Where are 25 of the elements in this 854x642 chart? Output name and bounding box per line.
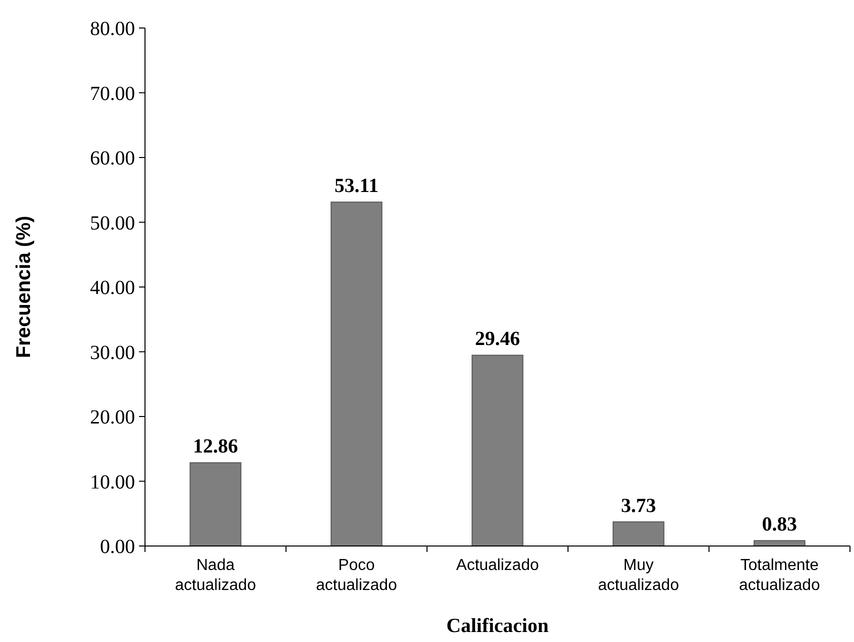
y-axis-title: Frecuencia (%): [13, 216, 35, 358]
x-tick-label: Actualizado: [456, 557, 539, 574]
y-tick-label: 70.00: [90, 82, 135, 105]
bar: [190, 462, 242, 546]
y-tick-label: 0.00: [100, 536, 135, 558]
data-label: 0.83: [762, 514, 797, 536]
x-tick-label: Totalmente actualizado: [739, 557, 820, 594]
data-label: 12.86: [193, 436, 238, 458]
data-label: 53.11: [334, 175, 378, 198]
y-tick-label: 50.00: [90, 212, 135, 234]
y-tick-label: 10.00: [90, 471, 135, 494]
y-tick-label: 30.00: [90, 342, 135, 364]
y-tick-label: 20.00: [90, 406, 135, 428]
bar: [330, 202, 382, 546]
x-tick-label: Nada actualizado: [175, 557, 256, 594]
bar: [612, 521, 664, 546]
data-label: 3.73: [621, 494, 656, 517]
x-tick-label: Muy actualizado: [598, 557, 680, 594]
bar: [472, 354, 524, 546]
y-tick-label: 40.00: [90, 277, 135, 299]
y-tick-label: 80.00: [90, 18, 135, 40]
x-tick-label: Poco actualizado: [316, 557, 398, 594]
data-label: 29.46: [475, 328, 520, 350]
x-axis-title: Calificacion: [446, 615, 549, 637]
y-tick-label: 60.00: [90, 148, 135, 170]
